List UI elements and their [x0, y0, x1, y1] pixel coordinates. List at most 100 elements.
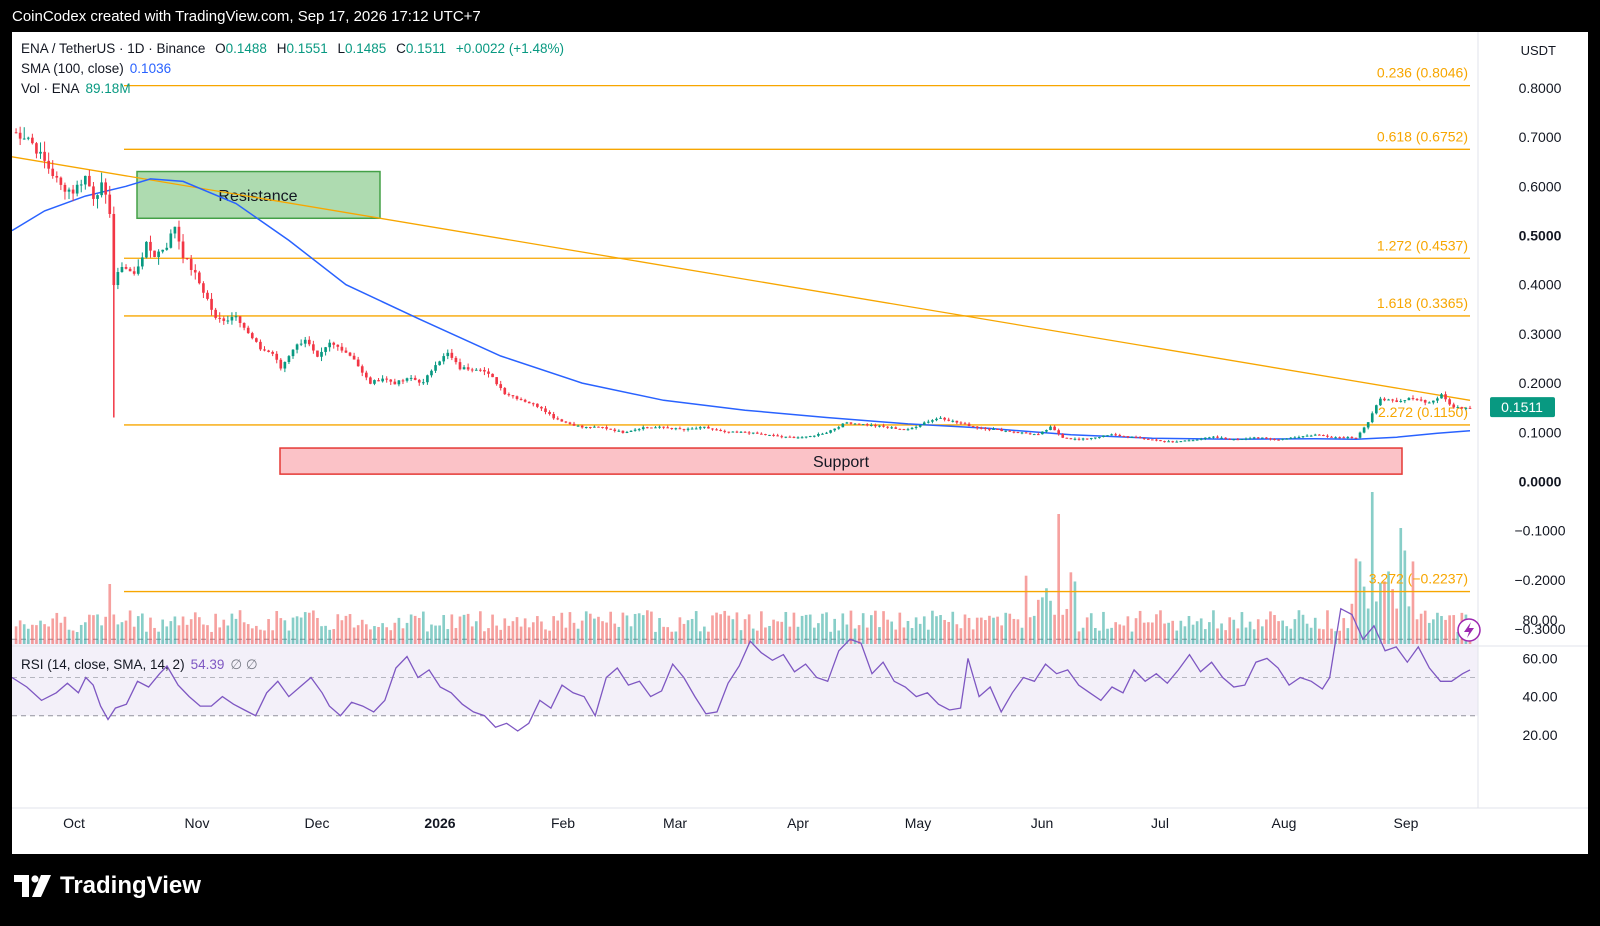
candle-body[interactable]: [1167, 441, 1170, 443]
candle-body[interactable]: [1432, 400, 1435, 403]
candle-body[interactable]: [409, 377, 413, 379]
candle-body[interactable]: [739, 431, 743, 433]
candle-body[interactable]: [967, 423, 971, 427]
candle-body[interactable]: [324, 347, 327, 352]
candle-body[interactable]: [1004, 430, 1008, 432]
candle-body[interactable]: [678, 428, 682, 430]
candle-body[interactable]: [784, 436, 788, 438]
candle-body[interactable]: [1065, 437, 1069, 439]
candle-body[interactable]: [454, 357, 458, 363]
candle-body[interactable]: [1305, 435, 1309, 437]
candle-body[interactable]: [1089, 438, 1093, 440]
candle-body[interactable]: [1423, 400, 1427, 403]
candle-body[interactable]: [279, 359, 283, 369]
candle-body[interactable]: [914, 426, 918, 428]
candle-body[interactable]: [922, 422, 926, 425]
candle-body[interactable]: [576, 425, 580, 427]
candle-body[interactable]: [14, 132, 18, 134]
candle-body[interactable]: [124, 267, 128, 269]
legend-sma[interactable]: SMA (100, close) 0.1036: [21, 61, 171, 76]
candle-body[interactable]: [650, 427, 653, 429]
candle-body[interactable]: [1138, 437, 1142, 439]
candle-body[interactable]: [984, 428, 987, 430]
candle-body[interactable]: [751, 432, 755, 434]
candle-body[interactable]: [878, 425, 881, 427]
candle-body[interactable]: [214, 309, 217, 318]
candle-body[interactable]: [1232, 439, 1236, 441]
candle-body[interactable]: [536, 403, 539, 407]
candle-body[interactable]: [312, 344, 315, 351]
candle-body[interactable]: [1370, 413, 1374, 423]
candle-body[interactable]: [31, 137, 34, 144]
candle-body[interactable]: [1334, 437, 1337, 439]
candle-body[interactable]: [890, 427, 894, 429]
candle-body[interactable]: [1317, 434, 1321, 436]
candle-body[interactable]: [234, 316, 238, 318]
candle-body[interactable]: [527, 401, 531, 404]
rsi-line[interactable]: [12, 607, 1471, 732]
candle-body[interactable]: [450, 352, 454, 358]
candle-body[interactable]: [1403, 400, 1407, 402]
candle-body[interactable]: [181, 241, 185, 259]
candle-body[interactable]: [1244, 438, 1248, 440]
candle-body[interactable]: [1069, 438, 1073, 440]
candle-body[interactable]: [670, 427, 674, 429]
candle-body[interactable]: [26, 137, 30, 139]
candle-body[interactable]: [1016, 432, 1020, 434]
candle-body[interactable]: [434, 365, 437, 371]
candle-body[interactable]: [1415, 399, 1419, 401]
candle-body[interactable]: [800, 437, 804, 439]
candle-body[interactable]: [906, 429, 910, 431]
candle-body[interactable]: [393, 381, 397, 385]
candle-body[interactable]: [389, 379, 393, 382]
candle-body[interactable]: [788, 436, 792, 438]
candle-body[interactable]: [523, 399, 527, 402]
candle-body[interactable]: [637, 429, 641, 431]
candle-body[interactable]: [617, 430, 621, 432]
candle-body[interactable]: [1187, 440, 1191, 442]
candle-body[interactable]: [812, 435, 816, 437]
candle-body[interactable]: [1350, 437, 1354, 439]
candle-body[interactable]: [340, 346, 344, 351]
candle-body[interactable]: [1387, 399, 1390, 401]
candle-body[interactable]: [988, 429, 991, 431]
candle-body[interactable]: [568, 422, 572, 424]
candle-body[interactable]: [189, 258, 193, 270]
candle-body[interactable]: [825, 432, 828, 434]
candle-body[interactable]: [548, 412, 551, 415]
candle-body[interactable]: [572, 423, 576, 426]
candle-body[interactable]: [67, 189, 71, 192]
candle-body[interactable]: [935, 418, 938, 421]
candle-body[interactable]: [1260, 437, 1264, 439]
candle-body[interactable]: [1012, 431, 1016, 433]
candle-body[interactable]: [1289, 437, 1293, 439]
candle-body[interactable]: [120, 267, 124, 273]
candle-body[interactable]: [210, 298, 213, 310]
candle-body[interactable]: [755, 432, 759, 434]
candle-body[interactable]: [686, 428, 690, 430]
candle-body[interactable]: [169, 233, 173, 248]
candle-body[interactable]: [605, 427, 608, 429]
candle-body[interactable]: [829, 430, 832, 433]
candle-body[interactable]: [540, 406, 543, 409]
candle-body[interactable]: [177, 226, 181, 242]
candle-body[interactable]: [1098, 437, 1101, 439]
candle-body[interactable]: [601, 427, 604, 429]
candle-body[interactable]: [381, 378, 384, 382]
candle-body[interactable]: [1024, 432, 1028, 434]
candle-body[interactable]: [1375, 405, 1378, 414]
candle-body[interactable]: [352, 355, 356, 360]
candle-body[interactable]: [59, 177, 63, 185]
candle-body[interactable]: [1224, 437, 1227, 439]
candle-body[interactable]: [1338, 437, 1341, 439]
candle-body[interactable]: [1151, 439, 1154, 441]
candle-body[interactable]: [821, 433, 824, 435]
candle-body[interactable]: [1110, 434, 1113, 436]
candle-body[interactable]: [104, 182, 107, 195]
candle-body[interactable]: [641, 427, 645, 430]
candle-body[interactable]: [100, 182, 103, 196]
candle-body[interactable]: [621, 430, 625, 433]
candle-body[interactable]: [1049, 426, 1052, 431]
candle-body[interactable]: [780, 436, 784, 438]
candle-body[interactable]: [202, 283, 205, 293]
